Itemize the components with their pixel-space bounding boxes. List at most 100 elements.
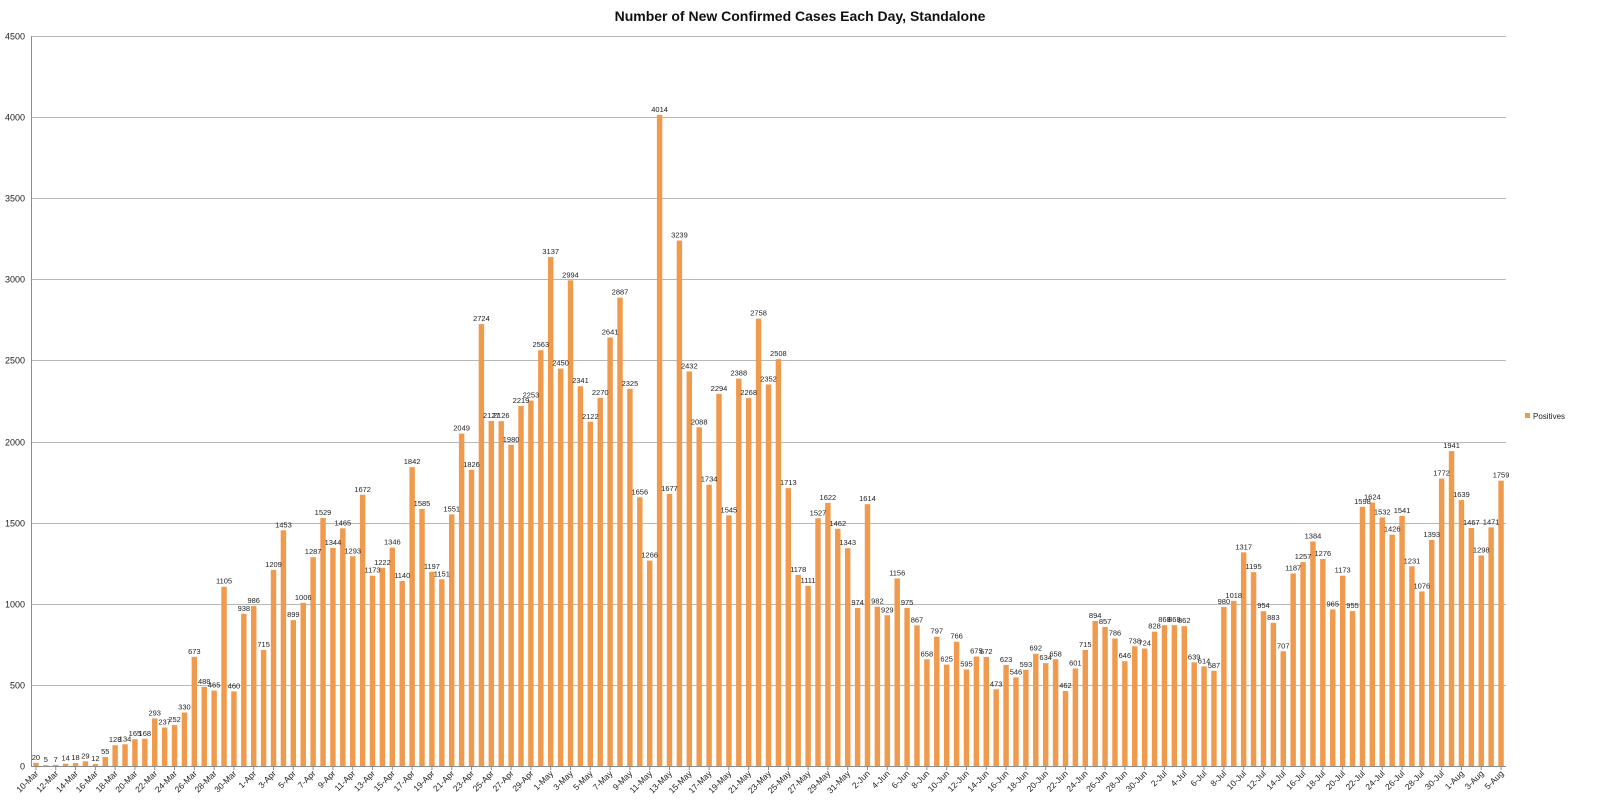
- bar: [894, 578, 900, 766]
- bar: [1141, 648, 1148, 766]
- bar: [171, 725, 178, 766]
- data-label: 601: [1069, 659, 1082, 668]
- data-label: 1656: [631, 487, 648, 496]
- data-label: 1677: [661, 484, 678, 493]
- data-label: 2641: [602, 328, 619, 337]
- data-label: 1178: [790, 565, 806, 574]
- data-label: 1614: [859, 494, 876, 503]
- data-label: 2219: [513, 396, 530, 405]
- legend: Positives: [1525, 412, 1565, 421]
- data-label: 1624: [1364, 493, 1381, 502]
- x-tick-label: 23-Apr: [451, 768, 476, 793]
- data-label: 707: [1277, 641, 1290, 650]
- bar: [1310, 541, 1316, 766]
- bar: [211, 690, 217, 766]
- data-label: 2887: [612, 288, 629, 297]
- bar: [191, 656, 198, 766]
- data-label: 293: [148, 708, 161, 717]
- data-label: 786: [1109, 628, 1122, 637]
- data-label: 330: [178, 702, 191, 711]
- bar: [844, 548, 851, 766]
- data-label: 899: [287, 610, 300, 619]
- data-label: 7: [54, 755, 58, 764]
- bar: [1052, 659, 1059, 766]
- data-label: 955: [1346, 601, 1359, 610]
- x-tick-label: 10-Jul: [1225, 768, 1249, 792]
- x-tick-label: 27-Apr: [490, 768, 515, 793]
- data-label: 462: [1059, 681, 1072, 690]
- data-label: 2268: [740, 388, 757, 397]
- data-label: 595: [960, 659, 973, 668]
- data-label: 1187: [1285, 563, 1301, 572]
- data-label: 1759: [1493, 471, 1510, 480]
- bar: [547, 257, 554, 766]
- bar: [1023, 669, 1029, 766]
- data-label: 1826: [463, 460, 480, 469]
- data-label: 766: [950, 632, 963, 641]
- data-label: 488: [198, 677, 211, 686]
- bar: [1102, 626, 1108, 766]
- bar: [498, 421, 504, 766]
- data-label: 165: [129, 729, 142, 738]
- data-label: 982: [871, 597, 884, 606]
- bar: [993, 689, 999, 766]
- data-label: 29: [81, 751, 89, 760]
- data-label: 867: [911, 615, 924, 624]
- y-tick-label: 500: [10, 681, 25, 691]
- data-label: 1527: [810, 508, 827, 517]
- bar: [815, 518, 821, 766]
- data-label: 675: [970, 647, 983, 656]
- bar: [874, 606, 881, 766]
- bar: [904, 607, 910, 766]
- data-label: 715: [257, 640, 270, 649]
- data-label: 1006: [295, 593, 312, 602]
- bar: [557, 368, 564, 766]
- bar: [973, 656, 980, 766]
- legend-swatch: [1525, 413, 1530, 418]
- bar: [270, 569, 277, 766]
- bar: [221, 586, 227, 766]
- bar: [429, 571, 435, 766]
- bar: [1399, 516, 1405, 766]
- data-label: 883: [1267, 613, 1280, 622]
- data-label: 738: [1129, 636, 1142, 645]
- data-label: 55: [101, 747, 109, 756]
- bar: [854, 608, 861, 766]
- bar: [1161, 625, 1168, 766]
- bar: [369, 575, 376, 766]
- bar: [1330, 609, 1336, 766]
- x-tick-label: 21-Apr: [431, 768, 456, 793]
- data-label: 1111: [801, 576, 816, 585]
- bar: [478, 324, 485, 766]
- x-tick-label: 5-Aug: [1482, 768, 1505, 791]
- bar: [1290, 573, 1296, 766]
- y-tick-label: 3500: [5, 194, 25, 204]
- y-tick-label: 4500: [5, 32, 25, 42]
- data-label: 3137: [542, 247, 559, 256]
- data-label: 1541: [1394, 506, 1411, 515]
- bar: [330, 547, 336, 766]
- bar: [1438, 478, 1445, 766]
- x-tick-label: 7-Apr: [296, 768, 318, 790]
- bar: [290, 620, 297, 766]
- bar: [1478, 555, 1484, 766]
- bar: [419, 508, 425, 766]
- bar: [775, 359, 782, 766]
- bar: [132, 739, 138, 766]
- bar: [1013, 677, 1019, 766]
- bar: [934, 636, 940, 766]
- bar: [627, 388, 633, 766]
- data-label: 168: [139, 729, 152, 738]
- bar: [835, 528, 841, 766]
- bar: [983, 656, 989, 766]
- bar: [102, 757, 108, 766]
- bar: [1458, 500, 1465, 766]
- bar: [1339, 575, 1346, 766]
- bar: [538, 350, 544, 766]
- data-label: 1105: [216, 577, 232, 586]
- x-tick-label: 13-Apr: [352, 768, 377, 793]
- data-label: 587: [1208, 661, 1221, 670]
- bar: [1122, 661, 1128, 766]
- data-label: 134: [119, 734, 132, 743]
- bar: [241, 613, 247, 766]
